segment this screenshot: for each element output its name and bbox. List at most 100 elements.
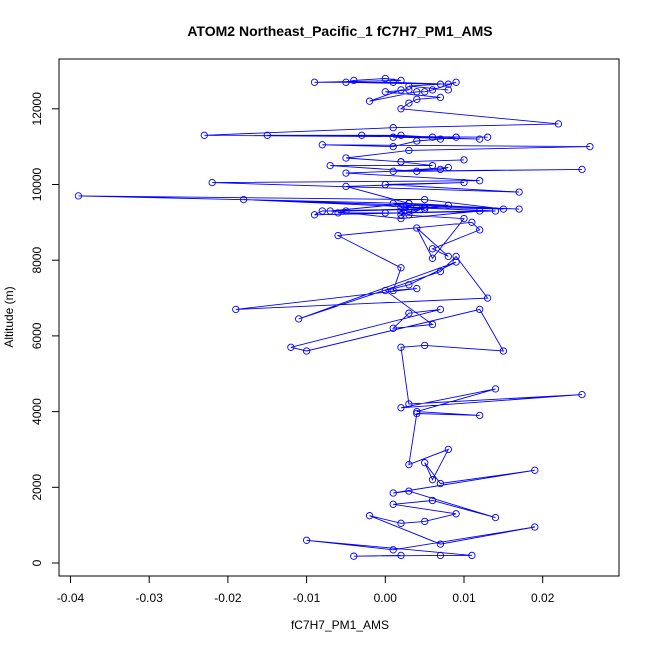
data-point: [452, 252, 460, 261]
data-point: [397, 86, 405, 94]
x-tick-label: 0.01: [452, 591, 476, 605]
data-point: [499, 347, 508, 355]
data-point: [428, 245, 437, 253]
data-point: [452, 510, 460, 518]
data-point: [554, 120, 563, 128]
data-point: [515, 188, 523, 196]
data-point: [302, 536, 311, 544]
y-axis-label: Altitude (m): [2, 286, 16, 347]
data-point: [444, 252, 452, 261]
data-point: [578, 165, 586, 174]
data-point: [326, 161, 334, 170]
data-point: [483, 294, 492, 302]
x-tick-label: 0.00: [374, 591, 398, 605]
data-point: [389, 142, 397, 151]
data-point: [397, 105, 405, 113]
data-point: [421, 195, 429, 204]
data-point: [428, 254, 437, 262]
data-point: [381, 74, 389, 83]
data-point: [531, 523, 539, 531]
data-point: [263, 131, 271, 139]
data-point: [491, 207, 500, 215]
y-tick-label: 2000: [30, 474, 44, 501]
data-point: [389, 500, 397, 508]
data-point: [428, 496, 437, 505]
data-point: [444, 201, 452, 209]
data-point: [476, 177, 484, 185]
data-point: [444, 445, 452, 454]
data-point: [476, 305, 484, 314]
data-point: [318, 141, 326, 149]
data-point: [397, 76, 405, 85]
data-point: [334, 231, 342, 240]
data-point: [428, 86, 437, 94]
data-point: [208, 178, 216, 187]
data-point: [405, 211, 413, 219]
x-tick-label: -0.03: [136, 591, 164, 605]
data-point: [405, 309, 413, 317]
data-point: [239, 195, 248, 204]
y-tick-label: 12000: [30, 92, 44, 126]
data-point: [413, 88, 421, 96]
data-point: [452, 258, 460, 266]
data-point: [444, 86, 452, 94]
data-point: [405, 205, 413, 213]
data-point: [350, 552, 358, 560]
data-point: [421, 459, 429, 467]
data-point: [436, 165, 445, 174]
data-point: [397, 404, 405, 412]
data-point: [405, 82, 413, 90]
data-point: [421, 203, 429, 211]
data-point: [365, 97, 374, 105]
data-point: [342, 154, 350, 162]
data-point: [436, 479, 445, 488]
data-point: [389, 546, 397, 554]
data-point: [381, 209, 389, 217]
data-point: [460, 156, 468, 164]
data-point: [405, 487, 413, 495]
data-point: [421, 341, 429, 350]
data-point: [405, 460, 413, 469]
data-point: [358, 131, 366, 139]
data-point: [436, 80, 445, 88]
data-point: [342, 78, 350, 86]
data-point: [413, 409, 421, 418]
data-point: [397, 131, 405, 139]
data-point: [436, 267, 445, 276]
data-point: [397, 211, 405, 219]
data-point: [397, 519, 405, 527]
data-point: [405, 146, 413, 155]
data-point: [232, 305, 240, 314]
y-tick-label: 0: [30, 559, 44, 566]
data-point: [421, 88, 429, 96]
data-point: [444, 163, 452, 172]
data-point: [413, 284, 421, 293]
data-point: [444, 80, 452, 88]
data-point: [499, 205, 508, 213]
data-point: [476, 226, 484, 234]
data-point: [389, 167, 397, 175]
data-point: [460, 178, 468, 187]
data-point: [397, 203, 405, 211]
data-point: [405, 400, 413, 408]
data-point: [381, 88, 389, 96]
y-tick-label: 10000: [30, 167, 44, 201]
data-point: [413, 137, 421, 145]
data-point: [491, 385, 500, 393]
data-point: [586, 142, 594, 151]
data-point: [381, 180, 389, 189]
data-point: [389, 324, 397, 332]
data-point: [483, 133, 492, 141]
data-point: [428, 476, 437, 484]
data-point: [460, 214, 468, 223]
x-tick-label: 0.02: [531, 591, 555, 605]
data-point: [491, 513, 500, 522]
y-tick-label: 6000: [30, 322, 44, 349]
data-point: [531, 466, 539, 474]
data-point: [389, 199, 397, 208]
data-point: [413, 95, 421, 103]
y-tick-label: 8000: [30, 247, 44, 274]
data-point: [476, 207, 484, 215]
